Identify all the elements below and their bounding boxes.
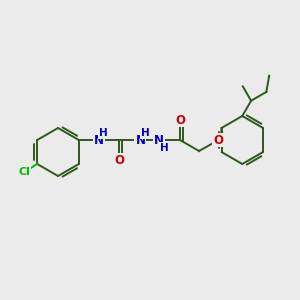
Text: N: N bbox=[154, 134, 164, 146]
Text: N: N bbox=[135, 134, 146, 146]
Text: Cl: Cl bbox=[18, 167, 30, 177]
Text: O: O bbox=[115, 154, 124, 166]
Text: H: H bbox=[160, 143, 169, 153]
Text: H: H bbox=[99, 128, 108, 138]
Text: N: N bbox=[94, 134, 103, 146]
Text: O: O bbox=[175, 113, 185, 127]
Text: O: O bbox=[213, 134, 223, 146]
Text: H: H bbox=[141, 128, 150, 138]
